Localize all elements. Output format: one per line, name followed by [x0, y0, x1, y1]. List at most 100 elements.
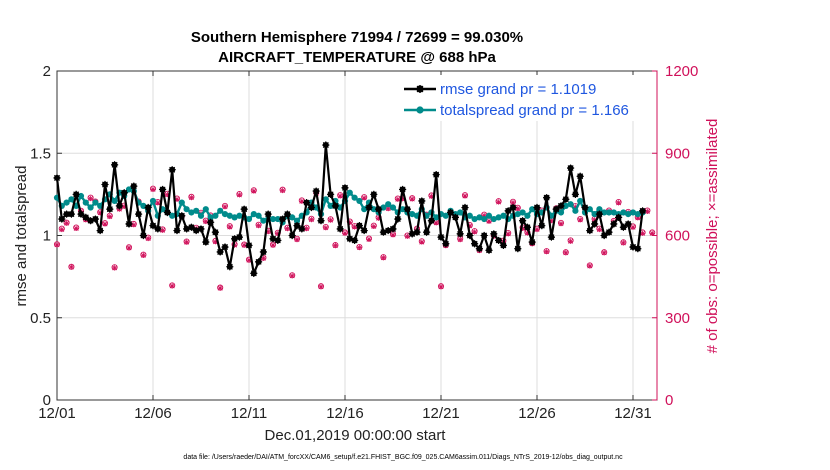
- rmse-point: [216, 248, 224, 256]
- rmse-point: [442, 240, 450, 248]
- rmse-point: [456, 230, 464, 238]
- rmse-point: [130, 182, 138, 190]
- rmse-point: [240, 205, 248, 213]
- spread-point: [197, 212, 205, 219]
- spread-point: [293, 217, 301, 224]
- obs-assimilated-point: [164, 192, 170, 198]
- obs-assimilated-point: [270, 242, 276, 248]
- rmse-point: [437, 233, 445, 241]
- obs-assimilated-point: [400, 196, 406, 202]
- rmse-point: [451, 213, 459, 222]
- rmse-point: [163, 208, 171, 217]
- rmse-point: [586, 226, 594, 235]
- spread-point: [221, 211, 229, 218]
- spread-point: [634, 211, 641, 218]
- rmse-point-star: [533, 203, 541, 212]
- rmse-point-star: [605, 228, 613, 236]
- obs-assimilated-point: [284, 226, 290, 232]
- rmse-point: [211, 228, 219, 236]
- rmse-point-star: [135, 210, 143, 218]
- rmse-point-star: [168, 166, 176, 174]
- rmse-point-star: [255, 258, 263, 266]
- rmse-point: [207, 218, 215, 226]
- rmse-point: [557, 202, 565, 210]
- x-tick-label: 12/06: [134, 405, 172, 422]
- rmse-point: [538, 222, 546, 230]
- spread-point: [605, 209, 613, 216]
- obs-assimilated-point: [59, 226, 65, 233]
- spread-point: [289, 214, 296, 221]
- spread-point: [193, 207, 200, 214]
- spread-point: [433, 214, 440, 221]
- rmse-point-star: [355, 222, 363, 230]
- y-tick-label: 1.5: [30, 145, 51, 162]
- spread-point: [178, 199, 185, 206]
- rmse-point: [197, 225, 205, 233]
- obs-assimilated-point: [457, 237, 463, 243]
- rmse-point-star: [183, 225, 191, 233]
- rmse-point-star: [547, 233, 556, 241]
- spread-point: [500, 212, 507, 219]
- rmse-point-star: [115, 202, 124, 210]
- obs-assimilated-point: [380, 255, 386, 261]
- y2-tick-label: 300: [665, 310, 690, 327]
- obs-assimilated-point: [520, 225, 526, 231]
- rmse-point: [389, 225, 397, 233]
- obs-assimilated-point: [558, 221, 564, 227]
- obs-assimilated-point: [505, 231, 511, 237]
- spread-point: [596, 206, 603, 213]
- spread-point: [591, 211, 598, 218]
- rmse-point-star: [264, 210, 272, 218]
- spread-point: [169, 212, 176, 219]
- rmse-point: [322, 141, 330, 149]
- obs-assimilated-point: [568, 238, 574, 244]
- rmse-point-star: [451, 213, 459, 222]
- obs-assimilated-point: [289, 273, 295, 279]
- rmse-point-star: [110, 161, 119, 169]
- rmse-point: [480, 231, 488, 240]
- obs-assimilated-point: [318, 284, 324, 290]
- obs-assimilated-point: [236, 192, 242, 198]
- rmse-point-star: [634, 245, 642, 253]
- rmse-point-star: [370, 190, 378, 198]
- spread-point: [68, 196, 75, 203]
- obs-assimilated-point: [102, 221, 108, 227]
- y2-axis-label: # of obs: o=possible; ×=assimilated: [704, 119, 721, 354]
- obs-assimilated-point: [385, 206, 391, 212]
- rmse-point-star: [504, 207, 512, 215]
- obs-assimilated-point: [472, 229, 478, 235]
- rmse-point-star: [466, 231, 474, 240]
- rmse-point: [110, 161, 119, 169]
- obs-assimilated-point: [419, 239, 425, 245]
- rmse-point: [303, 199, 311, 207]
- rmse-point-star: [610, 220, 618, 228]
- rmse-point-star: [298, 225, 306, 233]
- obs-assimilated-point: [304, 226, 310, 232]
- spread-point: [481, 215, 488, 223]
- spread-point: [629, 209, 637, 216]
- rmse-point-star: [432, 171, 440, 179]
- rmse-point-star: [91, 215, 100, 223]
- spread-point: [476, 214, 483, 221]
- rmse-point: [135, 210, 143, 218]
- obs-assimilated-point: [649, 230, 655, 236]
- rmse-point: [533, 203, 541, 212]
- obs-assimilated-point: [323, 225, 329, 231]
- y-tick-label: 0: [43, 392, 51, 409]
- obs-assimilated-point: [337, 193, 343, 199]
- rmse-point-star: [86, 217, 95, 225]
- obs-assimilated-point: [280, 187, 286, 194]
- spread-point: [351, 194, 358, 201]
- rmse-point-star: [192, 226, 200, 235]
- rmse-point-star: [360, 226, 368, 235]
- rmse-point-star: [274, 236, 282, 245]
- spread-point: [255, 212, 262, 219]
- rmse-point-star: [327, 190, 335, 198]
- rmse-point: [264, 210, 272, 218]
- rmse-point: [355, 222, 363, 230]
- obs-assimilated-point: [404, 233, 410, 239]
- rmse-point-star: [528, 238, 536, 246]
- obs-assimilated-point: [308, 216, 314, 223]
- obs-assimilated-point: [145, 235, 151, 242]
- rmse-point-star: [331, 202, 339, 210]
